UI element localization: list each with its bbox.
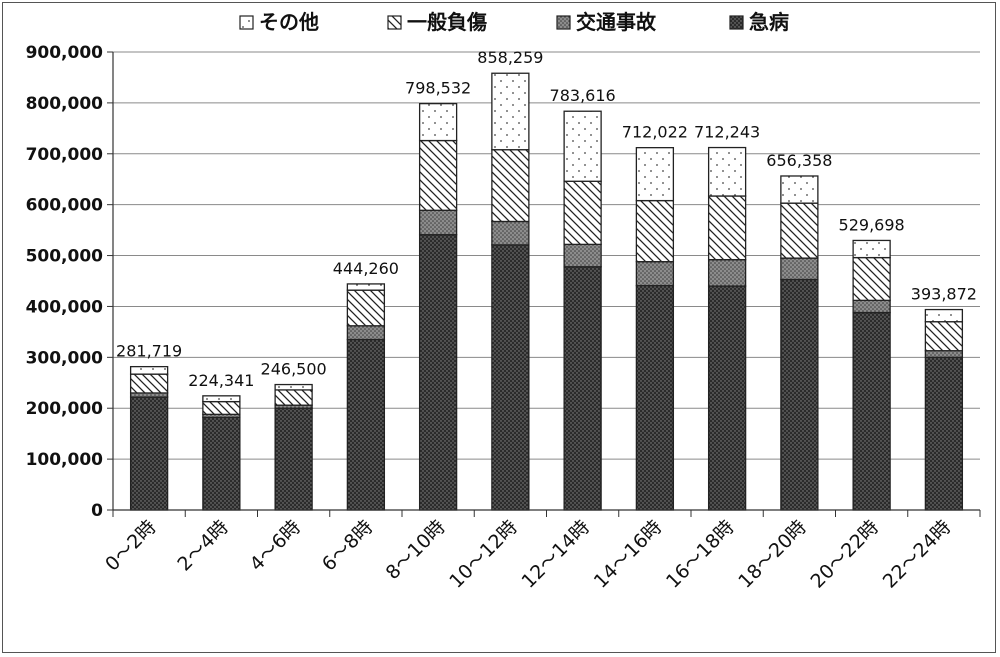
x-tick-label: 22～24時 [879,516,956,593]
x-tick-label: 10～12時 [445,516,522,593]
bar-segment-sonota [346,283,386,291]
bar-segment-sonota [707,146,747,197]
bar-segment-kotsu-jiko [924,350,964,358]
total-label: 246,500 [261,360,327,379]
legend-label-sonota: その他 [259,10,319,34]
bar-segment-sonota [129,365,169,375]
y-tick-label: 200,000 [26,399,104,419]
bar-segment-kotsu-jiko [346,325,386,341]
bar-segment-kyubyo [418,234,458,511]
bar-segment-sonota [563,110,602,182]
x-tick-label: 2～4時 [173,516,233,576]
bar-segment-sonota [780,175,819,204]
bar-segment-ippan-fusho [707,195,747,261]
total-label: 393,872 [911,285,977,304]
bar-segment-kotsu-jiko [491,220,530,246]
legend: その他 一般負傷 交通事故 急病 [239,10,789,34]
y-tick-label: 800,000 [26,94,104,114]
bar-segment-sonota [852,239,891,259]
bar-segment-kyubyo [129,396,169,511]
bar-segment-ippan-fusho [129,373,169,394]
bar-segment-sonota [418,102,458,142]
y-tick-label: 600,000 [26,196,104,216]
bar-segment-sonota [274,383,313,391]
bar-segment-kyubyo [491,244,530,511]
bar-segment-kyubyo [274,407,313,511]
bar-segment-kotsu-jiko [563,243,602,268]
bar-segment-kyubyo [924,356,964,511]
y-tick-label: 100,000 [26,450,104,470]
y-tick-label: 300,000 [26,348,104,368]
bar-segment-kyubyo [852,311,891,511]
total-label: 798,532 [405,79,471,98]
bar-segment-kyubyo [563,266,602,511]
legend-label-kyubyo: 急病 [749,10,789,34]
bar-segment-ippan-fusho [924,321,964,352]
total-label: 712,022 [622,123,688,142]
x-axis: 0～2時 2～4時 4～6時 6～8時 8～10時10～12時12～14時14～16時1… [101,509,981,593]
x-tick-label: 18～20時 [734,516,811,593]
x-tick-label: 14～16時 [590,516,667,593]
bar-segment-sonota [202,395,241,403]
total-labels: 281,719 224,341 246,500 444,260 798,532 858,2… [116,48,977,390]
y-tick-label: 500,000 [26,247,104,267]
legend-label-kotsu-jiko: 交通事故 [576,10,657,34]
total-label: 656,358 [766,151,832,170]
total-label: 281,719 [116,342,182,361]
total-label: 529,698 [839,215,905,234]
total-label: 444,260 [333,259,399,278]
bar-segment-ippan-fusho [346,289,386,327]
y-axis: 0 100,000 200,000 300,000 400,000 500,000 600,… [26,43,114,521]
bar-segment-kyubyo [707,285,747,511]
bar-segment-kyubyo [202,416,241,511]
bar-segment-kyubyo [346,338,386,511]
x-tick-label: 16～18時 [662,516,739,593]
legend-swatch-ippan-fusho [387,15,402,30]
bar-segment-ippan-fusho [780,202,819,259]
total-label: 858,259 [477,48,543,67]
legend-swatch-sonota [239,15,254,30]
y-tick-label: 700,000 [26,145,104,165]
bar-segment-sonota [491,72,530,151]
bar-segment-ippan-fusho [852,256,891,301]
total-label: 712,243 [694,123,760,142]
legend-swatch-kotsu-jiko [556,15,571,30]
total-label: 224,341 [188,371,254,390]
bar-segment-ippan-fusho [635,199,675,263]
x-tick-label: 4～6時 [246,516,306,576]
x-tick-label: 0～2時 [101,516,161,576]
bar-segment-ippan-fusho [491,149,530,223]
x-tick-label: 12～14時 [518,516,595,593]
x-tick-label: 20～22時 [807,516,884,593]
total-label: 783,616 [550,86,616,105]
bar-segment-kotsu-jiko [780,257,819,281]
x-tick-label: 8～10時 [382,516,450,584]
y-tick-label: 0 [91,501,103,521]
bar-segment-sonota [635,147,675,202]
bar-segment-kotsu-jiko [852,299,891,314]
bar-segment-sonota [924,308,964,323]
gridlines [113,51,980,460]
bars [129,72,964,511]
bar-segment-ippan-fusho [563,180,602,246]
legend-swatch-kyubyo [729,15,744,30]
bar-segment-kyubyo [635,284,675,511]
bar-segment-kotsu-jiko [418,209,458,236]
bar-segment-kotsu-jiko [707,258,747,287]
bar-segment-ippan-fusho [202,400,241,415]
x-tick-label: 6～8時 [318,516,378,576]
y-tick-label: 400,000 [26,297,104,317]
bar-segment-ippan-fusho [274,389,313,406]
bar-segment-kyubyo [780,278,819,511]
y-tick-label: 900,000 [26,43,104,63]
bar-segment-ippan-fusho [418,139,458,211]
bar-segment-kotsu-jiko [635,261,675,287]
legend-label-ippan-fusho: 一般負傷 [407,10,487,34]
